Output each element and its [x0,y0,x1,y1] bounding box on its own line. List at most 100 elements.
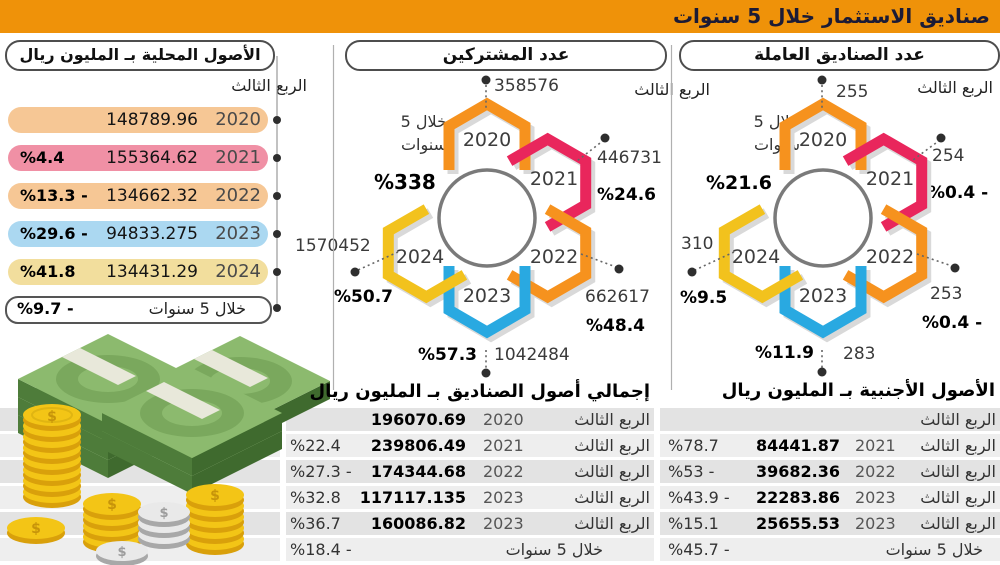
row-year: 2022 [855,462,896,481]
dollar-sign-icon: $ [31,521,41,537]
funds-value-2020: 255 [836,82,869,102]
local-assets-row-2021: 2021 155364.62 %4.4 [8,145,268,171]
five-years-label: خلال 5 سنوات [148,299,246,318]
row-change: %15.1 [668,514,719,533]
row-quarter: الربع الثالث [920,514,996,533]
table-row: الربع الثالث [660,408,1000,431]
callout-dots [350,75,624,378]
callout-dots [687,75,960,377]
callout-lines [357,85,617,369]
subscribers-year-2024: 2024 [395,246,445,268]
subscribers-year-2020: 2020 [462,129,512,151]
row-year: 2020 [483,410,524,429]
local-assets-five-year-row: خلال 5 سنوات %9.7 - [5,296,272,324]
row-quarter: الربع الثالث [920,410,996,429]
funds-value-2023: 283 [843,344,876,364]
row-year: 2023 [855,488,896,507]
row-year: 2021 [855,436,896,455]
row-quarter: الربع الثالث [574,462,650,481]
subscribers-five-year-change: %338 [374,170,436,194]
local-assets-connector [273,56,281,312]
local-assets-row-2023: 2023 94833.275 %29.6 - [8,221,268,247]
table-gap-divider [654,405,660,563]
row-change: %53 - [668,462,715,481]
flower-center-circle [437,168,537,268]
table-row: الربع الثالث 2021 84441.87 %78.7 [660,434,1000,457]
subscribers-change-2021: %24.6 [597,185,656,205]
subscribers-change-2024: %50.7 [334,287,393,307]
funds-year-2020: 2020 [798,129,848,151]
row-change: %41.8 [20,262,76,281]
table-row: الربع الثالث 2021 239806.49 %22.4 [286,434,654,457]
funds-year-2024: 2024 [731,246,781,268]
row-quarter: الربع الثالث [920,462,996,481]
local-assets-row-2022: 2022 134662.32 %13.3 - [8,183,268,209]
five-year-change: %45.7 - [668,540,730,559]
silver-coins-icon: $ $ [96,502,190,565]
dollar-sign-icon: $ [159,506,168,521]
subscribers-change-2023: %57.3 [418,345,477,365]
stripe-row [0,512,1000,535]
row-quarter: الربع الثالث [574,488,650,507]
funds-five-year-change: %21.6 [706,172,772,194]
funds-header: عدد الصناديق العاملة [679,40,1000,71]
funds-hex-flower [687,75,960,377]
row-year: 2020 [215,109,261,130]
row-quarter: الربع الثالث [574,436,650,455]
local-assets-header: الأصول المحلية بـ المليون ريال [5,40,275,71]
money-illustration: $ $ $ $ $ $ [7,334,330,565]
row-year: 2021 [215,147,261,168]
subscribers-change-2022: %48.4 [586,316,645,336]
dollar-sign-icon: $ [107,497,117,513]
row-value: 239806.49 [370,436,466,455]
row-year: 2023 [215,223,261,244]
flower-center-circle [773,168,873,268]
row-value: 174344.68 [370,462,466,481]
page-title: صناديق الاستثمار خلال 5 سنوات [672,4,990,28]
local-assets-quarter-label: الربع الثالث [231,76,307,95]
five-year-change: %18.4 - [290,540,352,559]
row-value: 155364.62 [106,148,198,168]
total-assets-header: إجمالي أصول الصناديق بـ المليون ريال [309,381,650,402]
table-row: الربع الثالث 2023 25655.53 %15.1 [660,512,1000,535]
table-row: الربع الثالث 2022 174344.68 %27.3 - [286,460,654,483]
row-year: 2023 [483,514,524,533]
funds-change-2023: %11.9 [755,343,814,363]
row-year: 2024 [215,261,261,282]
subscribers-value-2021: 446731 [597,148,662,168]
local-assets-row-2020: 2020 148789.96 [8,107,268,133]
row-year: 2021 [483,436,524,455]
row-value: 134431.29 [106,262,198,282]
stripe-row [0,486,1000,509]
row-change: %13.3 - [20,186,88,205]
subscribers-hex-flower [350,75,624,378]
five-year-row: خلال 5 سنوات %45.7 - [660,538,1000,561]
row-change: %32.8 [290,488,341,507]
row-value: 196070.69 [370,410,466,429]
row-year: 2022 [215,185,261,206]
row-change: %78.7 [668,436,719,455]
row-value: 84441.87 [755,436,840,455]
row-value: 134662.32 [106,186,198,206]
row-change: %29.6 - [20,224,88,243]
funds-change-2022: %0.4 - [922,313,983,333]
row-year: 2023 [855,514,896,533]
callout-lines [694,85,953,369]
row-quarter: الربع الثالث [574,410,650,429]
funds-quarter-label: الربع الثالث [917,78,993,97]
five-years-label: خلال 5 سنوات [885,540,983,559]
funds-change-2024: %9.5 [680,288,728,308]
five-years-label: خلال 5 سنوات [505,540,603,559]
row-change: %27.3 - [290,462,352,481]
dollar-sign-icon: $ [117,545,126,560]
row-value: 25655.53 [755,514,840,533]
table-gap-divider [280,405,286,563]
row-value: 94833.275 [106,224,198,244]
subscribers-value-2023: 1042484 [494,345,570,365]
stripe-row [0,460,1000,483]
stripe-row [0,538,1000,561]
